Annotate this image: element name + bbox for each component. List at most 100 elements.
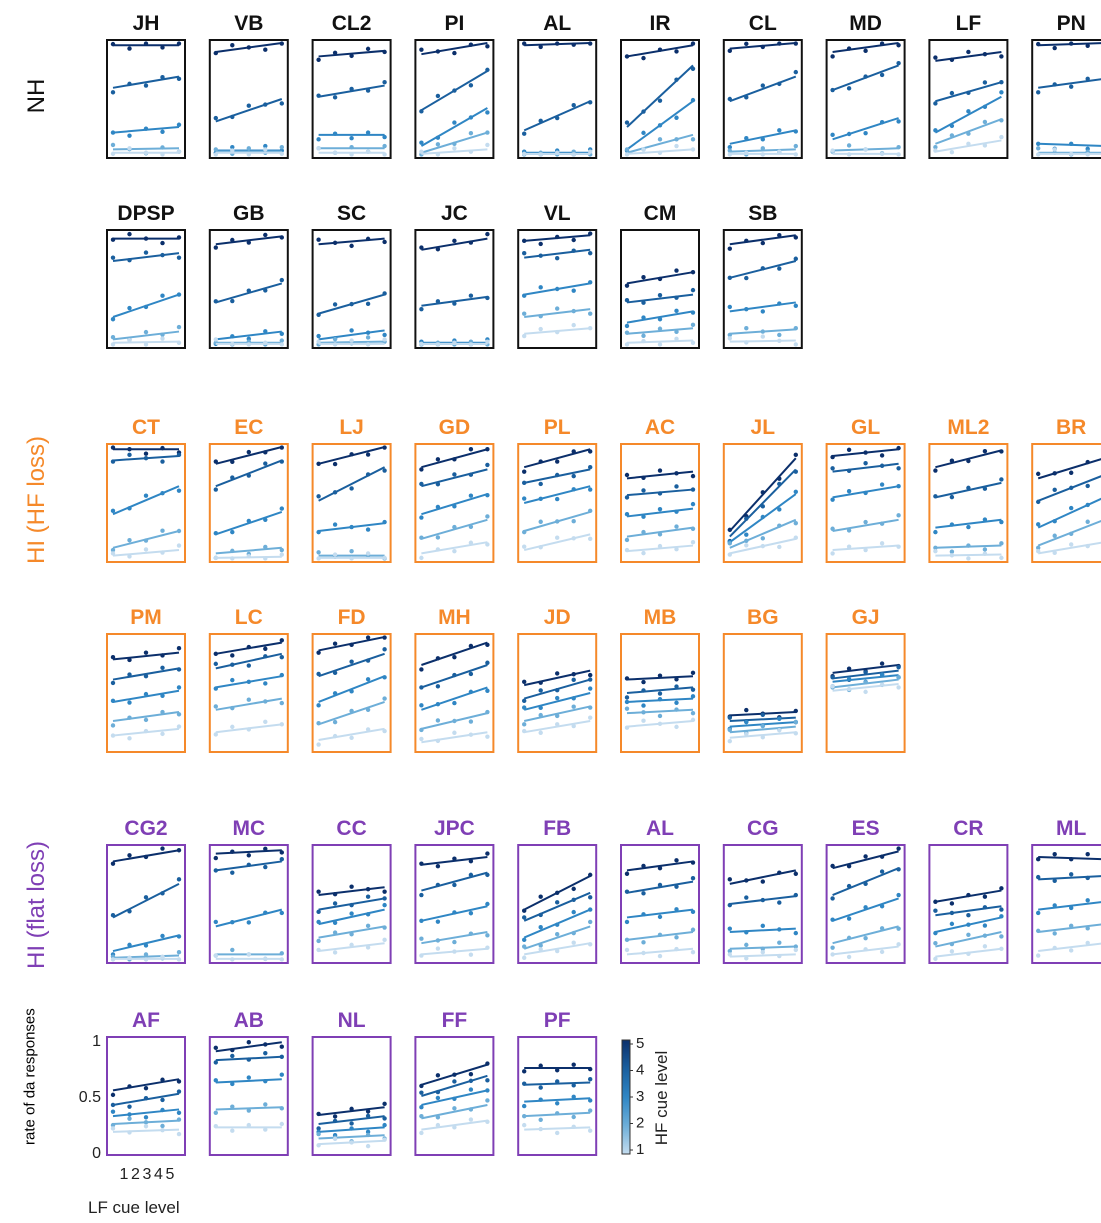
data-point [572, 152, 576, 156]
data-point [280, 445, 284, 449]
data-point [983, 487, 987, 491]
data-point [230, 238, 234, 242]
data-point [469, 931, 473, 935]
data-point [160, 1078, 164, 1082]
data-point [863, 548, 867, 552]
data-point [555, 116, 559, 120]
data-point [539, 895, 543, 899]
data-point [144, 456, 148, 460]
data-point [830, 148, 834, 152]
data-point [280, 548, 284, 552]
panel-title: AF [132, 1009, 160, 1032]
data-point [777, 940, 781, 944]
colorbar-tick-label: 2 [636, 1115, 644, 1132]
data-point [983, 895, 987, 899]
subject-panel: JH [107, 12, 185, 158]
panel-frame [415, 230, 493, 348]
data-point [333, 490, 337, 494]
data-point [896, 665, 900, 669]
data-point [933, 128, 937, 132]
subject-panel: SB [724, 202, 802, 348]
y-tick-label: 1 [92, 1033, 101, 1050]
data-point [761, 329, 765, 333]
data-point [1053, 852, 1057, 856]
data-point [366, 237, 370, 241]
data-point [572, 288, 576, 292]
data-point [555, 287, 559, 291]
data-point [588, 280, 592, 284]
data-point [880, 522, 884, 526]
data-point [999, 118, 1003, 122]
data-point [230, 653, 234, 657]
subject-panel: LJ [313, 416, 391, 562]
data-point [933, 941, 937, 945]
data-point [144, 692, 148, 696]
data-point [641, 147, 645, 151]
data-point [641, 891, 645, 895]
data-point [572, 696, 576, 700]
data-point [539, 1118, 543, 1122]
data-point [728, 152, 732, 156]
data-point [436, 1123, 440, 1127]
data-point [247, 473, 251, 477]
data-point [950, 91, 954, 95]
fit-line [421, 520, 487, 539]
data-point [847, 469, 851, 473]
data-point [674, 144, 678, 148]
data-point [366, 1109, 370, 1113]
data-point [214, 337, 218, 341]
data-point [522, 481, 526, 485]
data-point [691, 928, 695, 932]
data-point [469, 719, 473, 723]
panel-title: BR [1056, 416, 1086, 439]
data-point [555, 714, 559, 718]
fit-line [216, 512, 282, 534]
data-point [349, 328, 353, 332]
data-point [588, 907, 592, 911]
subject-panel: CG [724, 817, 802, 963]
data-point [263, 699, 267, 703]
data-point [247, 727, 251, 731]
data-point [263, 288, 267, 292]
data-point [127, 853, 131, 857]
data-point [419, 1131, 423, 1135]
data-point [382, 50, 386, 54]
panel-title: JPC [434, 817, 475, 840]
data-point [436, 919, 440, 923]
data-point [160, 1098, 164, 1102]
data-point [691, 41, 695, 45]
subject-panel: JL [724, 416, 802, 562]
data-point [588, 311, 592, 315]
data-point [572, 519, 576, 523]
data-point [485, 447, 489, 451]
data-point [230, 663, 234, 667]
data-point [247, 1108, 251, 1112]
data-point [452, 88, 456, 92]
data-point [419, 467, 423, 471]
data-point [436, 1090, 440, 1094]
data-point [847, 864, 851, 868]
data-point [366, 635, 370, 639]
data-point [419, 953, 423, 957]
data-point [247, 240, 251, 244]
data-point [863, 680, 867, 684]
data-point [263, 865, 267, 869]
data-point [625, 120, 629, 124]
colorbar-tick-label: 5 [636, 1035, 644, 1052]
data-point [452, 1106, 456, 1110]
data-point [674, 884, 678, 888]
data-point [999, 947, 1003, 951]
data-point [333, 1137, 337, 1141]
data-point [522, 544, 526, 548]
data-point [160, 1108, 164, 1112]
data-point [436, 938, 440, 942]
data-point [316, 494, 320, 498]
data-point [880, 926, 884, 930]
data-point [933, 931, 937, 935]
data-point [230, 334, 234, 338]
panel-title: GB [233, 202, 265, 225]
data-point [761, 266, 765, 270]
panel-title: CT [132, 416, 160, 439]
data-point [539, 925, 543, 929]
data-point [333, 462, 337, 466]
